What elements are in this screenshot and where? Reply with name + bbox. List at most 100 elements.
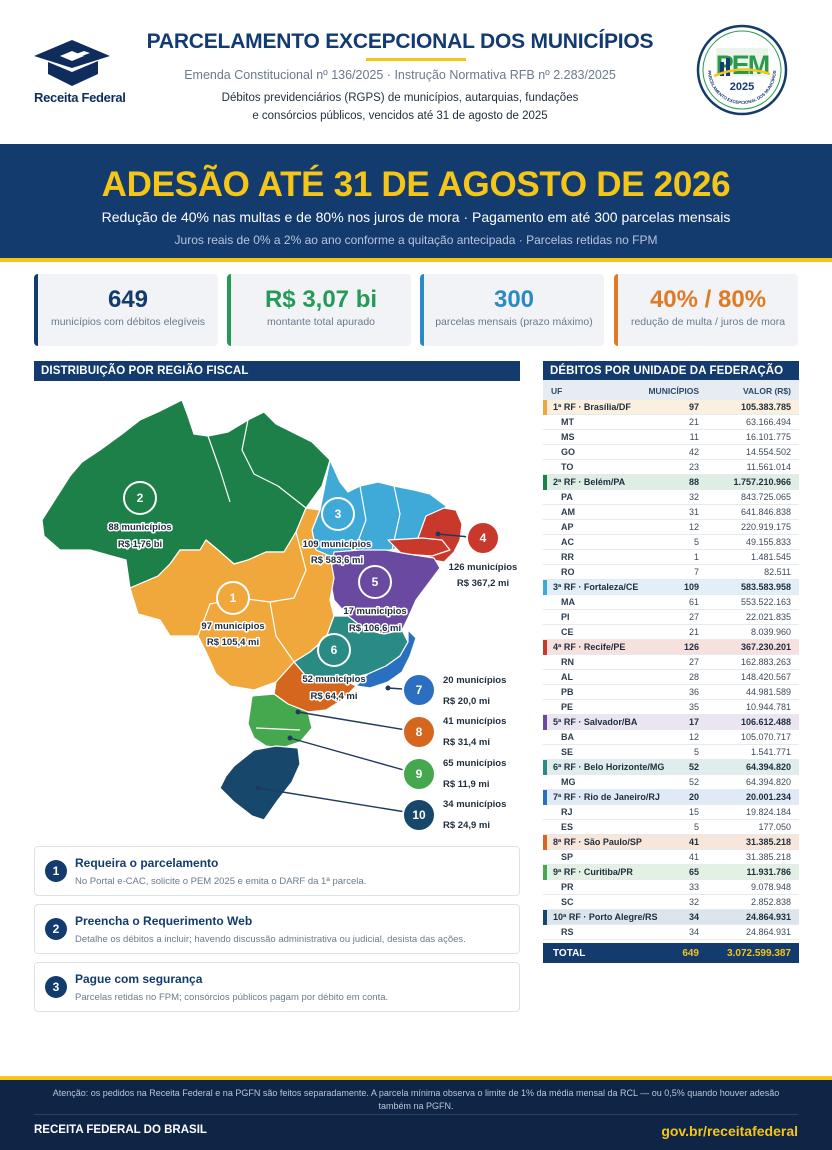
- region-name: 7ª RF · Rio de Janeiro/RJ: [553, 792, 660, 802]
- step-card-3: 3 Pague com segurança Parcelas retidas n…: [34, 962, 520, 1012]
- footer-divider: [34, 1114, 798, 1115]
- region-count: 41: [688, 837, 699, 847]
- uf-row: BA 12 105.070.717: [543, 730, 799, 745]
- region-value: 24.864.931: [745, 912, 791, 922]
- uf-count: 5: [693, 747, 699, 757]
- total-count: 649: [682, 948, 699, 959]
- svg-text:10: 10: [412, 808, 426, 822]
- uf-value: 9.078.948: [750, 882, 791, 892]
- region-count: 34: [688, 912, 699, 922]
- region-count: 88: [688, 477, 699, 487]
- col-uf: UF: [551, 386, 563, 396]
- uf-value: 31.385.218: [745, 852, 791, 862]
- region-1-count: 97 municípios: [201, 621, 264, 632]
- map-section-title: DISTRIBUIÇÃO POR REGIÃO FISCAL: [34, 361, 520, 381]
- pem-year: 2025: [730, 81, 754, 93]
- region-10-area: [219, 745, 301, 821]
- uf-count: 61: [688, 597, 699, 607]
- scope-line-2: e consórcios públicos, vencidos até 31 d…: [252, 110, 548, 122]
- region-4-count: 126 municípios: [449, 562, 518, 573]
- uf-count: 15: [688, 807, 699, 817]
- pem-2025-logo: PEM 2025 PARCELAMENTO EXCEPCIONAL DOS MU…: [696, 24, 788, 116]
- uf-code: ES: [561, 822, 574, 832]
- svg-text:5: 5: [372, 575, 379, 589]
- uf-value: 177.050: [758, 822, 791, 832]
- region-row: 1ª RF · Brasília/DF 97 105.383.785: [543, 400, 799, 415]
- region-value: 1.757.210.966: [733, 477, 791, 487]
- region-name: 4ª RF · Recife/PE: [553, 642, 626, 652]
- region-9-marker: 9: [402, 757, 436, 791]
- uf-value: 641.846.838: [740, 507, 791, 517]
- uf-row: PR 33 9.078.948: [543, 880, 799, 895]
- footer-website-link[interactable]: gov.br/receitafederal: [661, 1123, 798, 1139]
- region-count: 20: [688, 792, 699, 802]
- uf-value: 1.541.771: [750, 747, 791, 757]
- step-number: 3: [45, 976, 67, 998]
- header: Receita Federal PARCELAMENTO EXCEPCIONAL…: [0, 0, 832, 144]
- uf-row: PI 27 22.021.835: [543, 610, 799, 625]
- scope-description: Débitos previdenciários (RGPS) de municí…: [180, 89, 620, 125]
- region-1-marker: 1: [216, 581, 250, 615]
- uf-code: RR: [561, 552, 574, 562]
- kpi-card-parcelas: 300 parcelas mensais (prazo máximo): [420, 274, 604, 346]
- region-6-value: R$ 64,4 mi: [311, 691, 358, 702]
- uf-code: RJ: [561, 807, 573, 817]
- region-count: 109: [683, 582, 699, 592]
- step-description: No Portal e-CAC, solicite o PEM 2025 e e…: [75, 876, 367, 887]
- step-title: Preencha o Requerimento Web: [75, 914, 253, 928]
- region-name: 9ª RF · Curitiba/PR: [553, 867, 633, 877]
- uf-code: MS: [561, 432, 575, 442]
- uf-debts-table: UF MUNICÍPIOS VALOR (R$) 1ª RF · Brasíli…: [543, 380, 799, 963]
- uf-row: RJ 15 19.824.184: [543, 805, 799, 820]
- uf-row: RS 34 24.864.931: [543, 925, 799, 940]
- brand-name: Receita Federal: [34, 90, 126, 105]
- region-row: 7ª RF · Rio de Janeiro/RJ 20 20.001.234: [543, 790, 799, 805]
- region-color-stripe: [543, 865, 547, 880]
- uf-code: GO: [561, 447, 576, 457]
- region-value: 11.931.786: [746, 867, 791, 877]
- table-header-row: UF MUNICÍPIOS VALOR (R$): [543, 380, 799, 400]
- region-9-area: [247, 693, 313, 749]
- uf-value: 148.420.567: [740, 672, 791, 682]
- uf-count: 27: [688, 612, 699, 622]
- region-5-count: 17 municípios: [343, 606, 406, 617]
- region-2-marker: 2: [123, 481, 157, 515]
- step-number: 2: [45, 918, 67, 940]
- region-1-value: R$ 105,4 mi: [207, 637, 259, 648]
- uf-count: 41: [688, 852, 699, 862]
- region-7-count: 20 municípios: [443, 675, 506, 686]
- uf-row: AP 12 220.919.175: [543, 520, 799, 535]
- region-color-stripe: [543, 640, 547, 655]
- region-4-marker: 4: [466, 521, 500, 555]
- region-name: 1ª RF · Brasília/DF: [553, 402, 631, 412]
- region-value: 367.230.201: [740, 642, 791, 652]
- region-color-stripe: [543, 835, 547, 850]
- uf-count: 12: [688, 522, 699, 532]
- kpi-label: redução de multa / juros de mora: [630, 316, 786, 328]
- svg-text:3: 3: [335, 507, 342, 521]
- region-3-count: 109 municípios: [303, 539, 372, 550]
- uf-code: MT: [561, 417, 574, 427]
- benefits-summary: Redução de 40% nas multas e de 80% nos j…: [101, 209, 731, 225]
- uf-row: GO 42 14.554.502: [543, 445, 799, 460]
- kpi-value: 649: [107, 286, 149, 313]
- col-municipios: MUNICÍPIOS: [648, 386, 699, 396]
- uf-row: SE 5 1.541.771: [543, 745, 799, 760]
- uf-count: 21: [688, 627, 699, 637]
- region-color-stripe: [543, 715, 547, 730]
- uf-row: RR 1 1.481.545: [543, 550, 799, 565]
- uf-value: 105.070.717: [740, 732, 791, 742]
- region-2-value: R$ 1,76 bi: [118, 539, 162, 550]
- table-section-title: DÉBITOS POR UNIDADE DA FEDERAÇÃO: [543, 361, 799, 381]
- region-6-marker: 6: [317, 633, 351, 667]
- uf-value: 19.824.184: [745, 807, 791, 817]
- uf-value: 162.883.263: [740, 657, 791, 667]
- region-7-value: R$ 20,0 mi: [443, 696, 490, 707]
- uf-count: 12: [688, 732, 699, 742]
- uf-code: SP: [561, 852, 574, 862]
- uf-code: TO: [561, 462, 574, 472]
- svg-text:9: 9: [416, 767, 423, 781]
- region-color-stripe: [543, 475, 547, 490]
- total-label: TOTAL: [553, 948, 586, 959]
- region-value: 64.394.820: [745, 762, 791, 772]
